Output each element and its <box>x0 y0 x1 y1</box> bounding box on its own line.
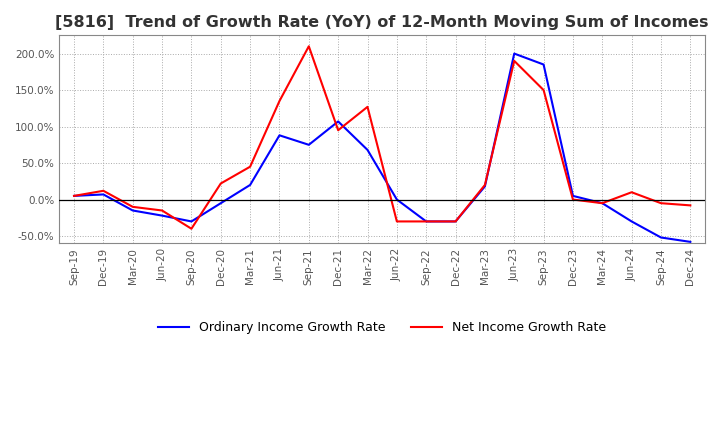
Net Income Growth Rate <box>246 164 254 169</box>
Title: [5816]  Trend of Growth Rate (YoY) of 12-Month Moving Sum of Incomes: [5816] Trend of Growth Rate (YoY) of 12-… <box>55 15 709 30</box>
Net Income Growth Rate <box>158 208 166 213</box>
Net Income Growth Rate <box>686 203 695 208</box>
Net Income Growth Rate <box>217 181 225 186</box>
Ordinary Income Growth Rate <box>510 51 518 56</box>
Net Income Growth Rate <box>334 128 343 133</box>
Net Income Growth Rate <box>187 226 196 231</box>
Net Income Growth Rate <box>510 58 518 63</box>
Net Income Growth Rate <box>363 104 372 110</box>
Ordinary Income Growth Rate <box>128 208 137 213</box>
Ordinary Income Growth Rate <box>569 193 577 198</box>
Ordinary Income Growth Rate <box>275 133 284 138</box>
Ordinary Income Growth Rate <box>686 239 695 245</box>
Ordinary Income Growth Rate <box>539 62 548 67</box>
Ordinary Income Growth Rate <box>334 119 343 124</box>
Ordinary Income Growth Rate <box>422 219 431 224</box>
Legend: Ordinary Income Growth Rate, Net Income Growth Rate: Ordinary Income Growth Rate, Net Income … <box>153 316 611 339</box>
Net Income Growth Rate <box>275 99 284 104</box>
Ordinary Income Growth Rate <box>363 147 372 153</box>
Ordinary Income Growth Rate <box>657 235 665 240</box>
Ordinary Income Growth Rate <box>99 192 108 197</box>
Line: Ordinary Income Growth Rate: Ordinary Income Growth Rate <box>74 54 690 242</box>
Net Income Growth Rate <box>99 188 108 194</box>
Net Income Growth Rate <box>70 193 78 198</box>
Net Income Growth Rate <box>451 219 460 224</box>
Ordinary Income Growth Rate <box>598 201 607 206</box>
Ordinary Income Growth Rate <box>246 182 254 187</box>
Ordinary Income Growth Rate <box>305 142 313 147</box>
Ordinary Income Growth Rate <box>187 219 196 224</box>
Net Income Growth Rate <box>480 182 489 187</box>
Ordinary Income Growth Rate <box>70 193 78 198</box>
Net Income Growth Rate <box>422 219 431 224</box>
Net Income Growth Rate <box>569 197 577 202</box>
Ordinary Income Growth Rate <box>217 201 225 206</box>
Line: Net Income Growth Rate: Net Income Growth Rate <box>74 46 690 229</box>
Net Income Growth Rate <box>128 204 137 209</box>
Ordinary Income Growth Rate <box>158 213 166 218</box>
Net Income Growth Rate <box>539 88 548 93</box>
Ordinary Income Growth Rate <box>451 219 460 224</box>
Ordinary Income Growth Rate <box>627 219 636 224</box>
Ordinary Income Growth Rate <box>480 184 489 189</box>
Net Income Growth Rate <box>657 201 665 206</box>
Net Income Growth Rate <box>598 201 607 206</box>
Net Income Growth Rate <box>627 190 636 195</box>
Net Income Growth Rate <box>305 44 313 49</box>
Net Income Growth Rate <box>392 219 401 224</box>
Ordinary Income Growth Rate <box>392 197 401 202</box>
